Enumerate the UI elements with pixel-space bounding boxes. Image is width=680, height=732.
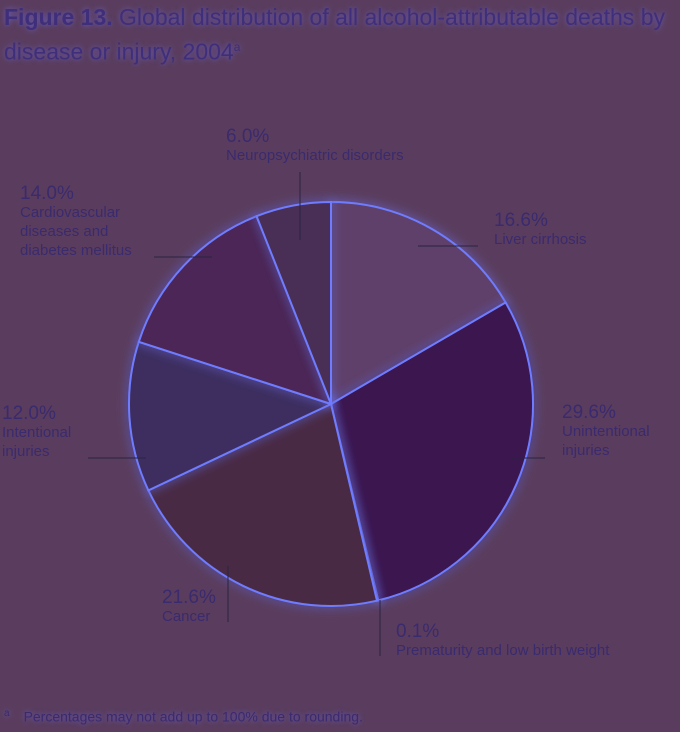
slice-name-label: Unintentional — [562, 423, 650, 440]
slice-name-label: Neuropsychiatric disorders — [226, 147, 404, 164]
slice-percent-label: 29.6% — [562, 402, 616, 423]
slice-percent-label: 21.6% — [162, 587, 216, 608]
footnote: a Percentages may not add up to 100% due … — [4, 708, 363, 725]
slice-name-label: Prematurity and low birth weight — [396, 642, 610, 659]
slice-name-label: Cardiovascular — [20, 204, 120, 221]
slice-name-label: diseases and — [20, 223, 108, 240]
slice-percent-label: 6.0% — [226, 126, 269, 147]
title-text: Global distribution of all alcohol-attri… — [4, 4, 665, 65]
slice-name-label: Intentional — [2, 424, 71, 441]
slice-name-label: Cancer — [162, 608, 210, 625]
pie-slice-neuropsychiatric-disorders — [255, 200, 332, 405]
figure-number: Figure 13. — [4, 4, 113, 30]
pie-slice-liver-cirrhosis — [330, 200, 507, 406]
slice-name-label: injuries — [2, 443, 50, 460]
pie-slice-intentional-injuries — [128, 340, 334, 492]
slice-name-label: injuries — [562, 442, 610, 459]
slice-percent-label: 16.6% — [494, 210, 548, 231]
slice-percent-label: 0.1% — [396, 621, 439, 642]
chart-title: Figure 13. Global distribution of all al… — [4, 2, 680, 67]
pie-slice-cancer — [147, 402, 379, 607]
slice-labels: 16.6%Liver cirrhosis 29.6%Unintentional in… — [2, 126, 650, 659]
title-superscript: a — [233, 40, 241, 54]
slice-percent-label: 12.0% — [2, 403, 56, 424]
pie-slices — [128, 200, 534, 607]
slice-name-label: diabetes mellitus — [20, 242, 132, 259]
footnote-text: Percentages may not add up to 100% due t… — [23, 708, 363, 725]
pie-slice-unintentional-injuries — [329, 301, 534, 602]
leader-lines — [88, 172, 545, 656]
footnote-mark: a — [4, 708, 10, 719]
slice-name-label: Liver cirrhosis — [494, 231, 587, 248]
pie-slice-cardiovascular-diseases-and-diabetes-mellitus — [137, 214, 333, 406]
slice-percent-label: 14.0% — [20, 183, 74, 204]
